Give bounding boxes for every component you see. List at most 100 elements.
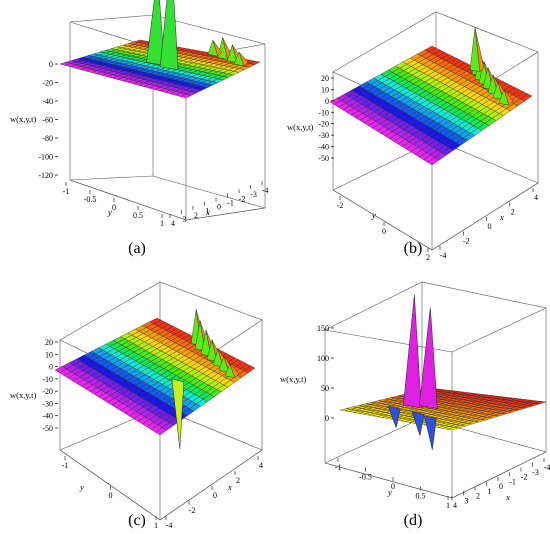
surface-plot-a: 0-20-40-60-80-100-120w(x,y,t)-1-0.500.51… [10,0,268,228]
box-front-edges [59,449,263,521]
x-tick-label: -2 [239,194,246,203]
z-tick-label: -10 [42,375,53,384]
surface-sheet-b [329,45,533,166]
x-tick-label: -3 [532,468,539,477]
x-tick-label: 4 [534,193,538,202]
x-tick-label: 0 [488,222,492,231]
z-tick-label: 0 [49,60,53,69]
y-tick-label: -0.5 [84,195,97,204]
x-tick-label: 0 [213,491,217,500]
z-tick-label: -120 [38,171,53,180]
z-tick-label: 100 [317,354,329,363]
y-tick-label: 0 [109,491,113,500]
panel-label-b: (b) [403,240,423,257]
z-axis-c: 20 10 0 -10 -20 -30 -40 -50 w(x,y,t) [10,338,58,433]
surface-spike [411,411,425,437]
z-tick-label: -60 [42,116,53,125]
z-tick-label: 150 [317,324,329,333]
y-tick-label: 1 [160,219,164,228]
z-axis-label: w(x,y,t) [10,390,37,400]
panel-label-a: (a) [128,240,146,257]
x-tick-label: 2 [476,492,480,501]
z-tick-label: -40 [42,412,53,421]
x-tick-label: -4 [262,186,269,195]
x-tick-label: 1 [488,487,492,496]
box-front-edges [332,182,539,251]
x-axis-c: -4 -2 0 2 4 x [166,456,263,530]
x-axis-label: x [505,492,510,502]
x-tick-label: 2 [194,211,198,220]
x-tick-label: 3 [465,496,469,505]
box-front-edges [324,451,547,499]
x-tick-label: 4 [171,219,175,228]
x-tick-label: 4 [259,461,263,470]
y-tick-label: 1 [446,501,450,510]
y-axis-b: -2 0 2 y [337,196,430,262]
x-tick-label: 2 [511,208,515,217]
z-axis-b: 20 10 0 -10 -20 -30 -40 -50 w(x,y,t) [287,74,334,163]
x-axis-b: -4 -2 0 2 4 x [440,188,538,260]
z-tick-label: -20 [318,120,329,129]
panel-label-c: (c) [128,512,146,529]
y-tick-label: -1 [62,461,69,470]
x-tick-label: -2 [463,237,470,246]
z-axis-label: w(x,y,t) [287,122,314,132]
surface-plot-d: 150100500w(x,y,t)-1-0.500.51y43210-1-2-3… [280,281,550,510]
x-tick-label: 0 [499,482,503,491]
z-tick-label: 20 [45,338,53,347]
z-tick-label: -40 [42,97,53,106]
x-axis-label: x [205,207,210,217]
x-tick-label: -2 [521,473,528,482]
y-axis-c: -1 0 1 y [62,456,158,530]
ridge-peak-side [238,51,249,67]
z-axis-d: 150 100 50 0 w(x,y,t) [280,324,334,423]
y-axis-label: y [79,482,84,492]
y-tick-label: 0 [382,227,386,236]
y-axis-label: y [107,207,112,217]
z-axis-a: 0 -20 -40 -60 -80 -100 -120 w(x,y,t) [10,60,58,180]
z-tick-label: 10 [45,350,53,359]
x-axis-a: 4 3 2 1 0 -1 -2 -3 -4x [169,181,269,228]
z-tick-label: -20 [42,387,53,396]
x-tick-label: 4 [453,501,457,510]
x-tick-label: -4 [544,463,550,472]
z-tick-label: 50 [321,384,329,393]
y-axis-label: y [371,210,376,220]
z-tick-label: 0 [325,97,329,106]
surface-plot-c: 20100-10-20-30-40-50w(x,y,t)-101y-4-2024… [10,281,263,530]
ridge-peak-side [229,363,240,379]
y-tick-label: 1 [154,521,158,530]
panel-label-d: (d) [403,512,423,529]
y-axis-label: y [387,487,392,497]
z-tick-label: 0 [325,414,329,423]
x-tick-label: -4 [166,521,173,530]
z-tick-label: 0 [49,363,53,372]
ridge-peak-side [212,40,223,57]
ridge-peak-side [474,27,485,73]
x-tick-label: -1 [227,198,234,207]
z-tick-label: 10 [321,85,329,94]
surface-spike [423,415,437,450]
surface-sheet-c [54,317,256,436]
x-axis-label: x [499,212,504,222]
z-axis-label: w(x,y,t) [10,114,37,124]
y-axis-d: -1 -0.5 0 0.5 1 y [335,458,450,510]
x-tick-label: 2 [236,476,240,485]
y-axis-a: -1 -0.5 0 0.5 1 y [63,182,164,228]
z-tick-label: -50 [318,154,329,163]
surface-spike [171,378,185,449]
z-tick-label: -30 [42,399,53,408]
x-tick-label: -1 [509,477,516,486]
y-tick-label: -1 [335,463,342,472]
surface-sheet-d [339,387,547,431]
z-tick-label: 20 [321,74,329,83]
y-tick-label: 0 [112,203,116,212]
surface-plot-b: 20100-10-20-30-40-50w(x,y,t)-202y-4-2024… [287,11,539,262]
z-tick-label: -80 [42,134,53,143]
x-tick-label: 1 [206,207,210,216]
z-tick-label: -40 [318,143,329,152]
y-tick-label: -1 [63,187,70,196]
y-tick-label: 0 [391,482,395,491]
y-tick-label: -0.5 [359,473,372,482]
